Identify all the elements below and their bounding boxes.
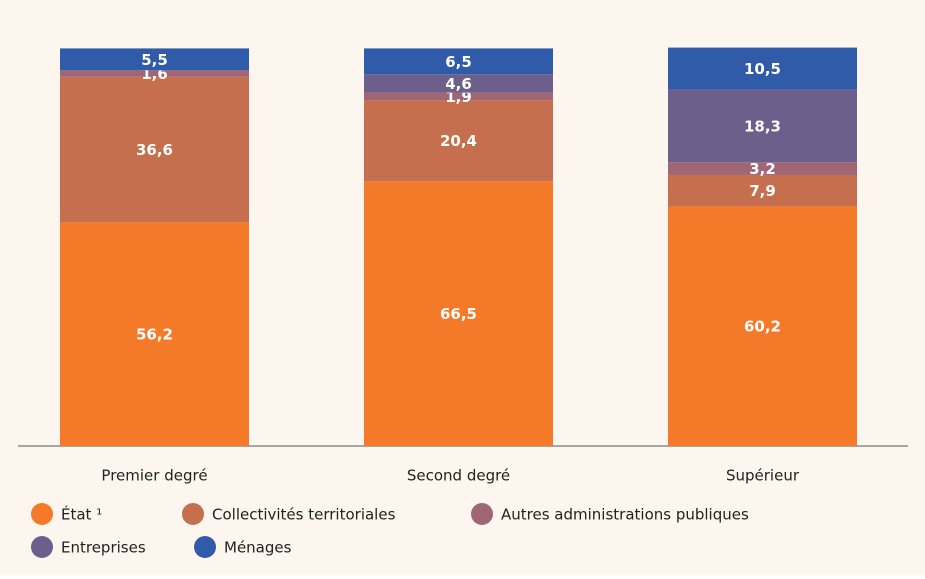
data-label: 4,6 [445,75,472,93]
data-label: 36,6 [136,141,173,159]
bar-segment [668,47,857,90]
bar-segment [364,74,553,93]
bar-segment [364,181,553,446]
bar-segment [364,92,553,101]
data-label: 6,5 [445,53,472,71]
data-label: 10,5 [744,60,781,78]
data-label: 60,2 [744,318,781,336]
bar-segment [668,162,857,175]
bar-segment [60,76,249,223]
legend-swatch [31,536,53,558]
bar-segment [364,100,553,182]
data-label: 56,2 [136,326,173,344]
legend-label: Entreprises [61,539,146,557]
legend-swatch [182,503,204,525]
legend-label: État ¹ [61,505,102,524]
legend-swatch [194,536,216,558]
bar-segment [364,48,553,75]
bar-segment [668,89,857,163]
bar-segment [668,206,857,446]
legend-label: Ménages [224,539,292,557]
bar-segment [60,70,249,77]
bar-segment [668,174,857,207]
bar-segment [60,48,249,71]
legend-label: Autres administrations publiques [501,506,749,524]
data-label: 3,2 [749,160,776,178]
data-label: 7,9 [749,182,776,200]
legend-swatch [31,503,53,525]
legend-swatch [471,503,493,525]
data-label: 66,5 [440,305,477,323]
x-tick-label: Premier degré [101,467,207,485]
x-tick-label: Supérieur [726,467,800,485]
legend-label: Collectivités territoriales [212,506,396,524]
x-tick-label: Second degré [407,467,510,485]
data-label: 5,5 [141,51,168,69]
data-label: 20,4 [440,132,477,150]
data-label: 18,3 [744,117,781,135]
bar-segment [60,222,249,446]
